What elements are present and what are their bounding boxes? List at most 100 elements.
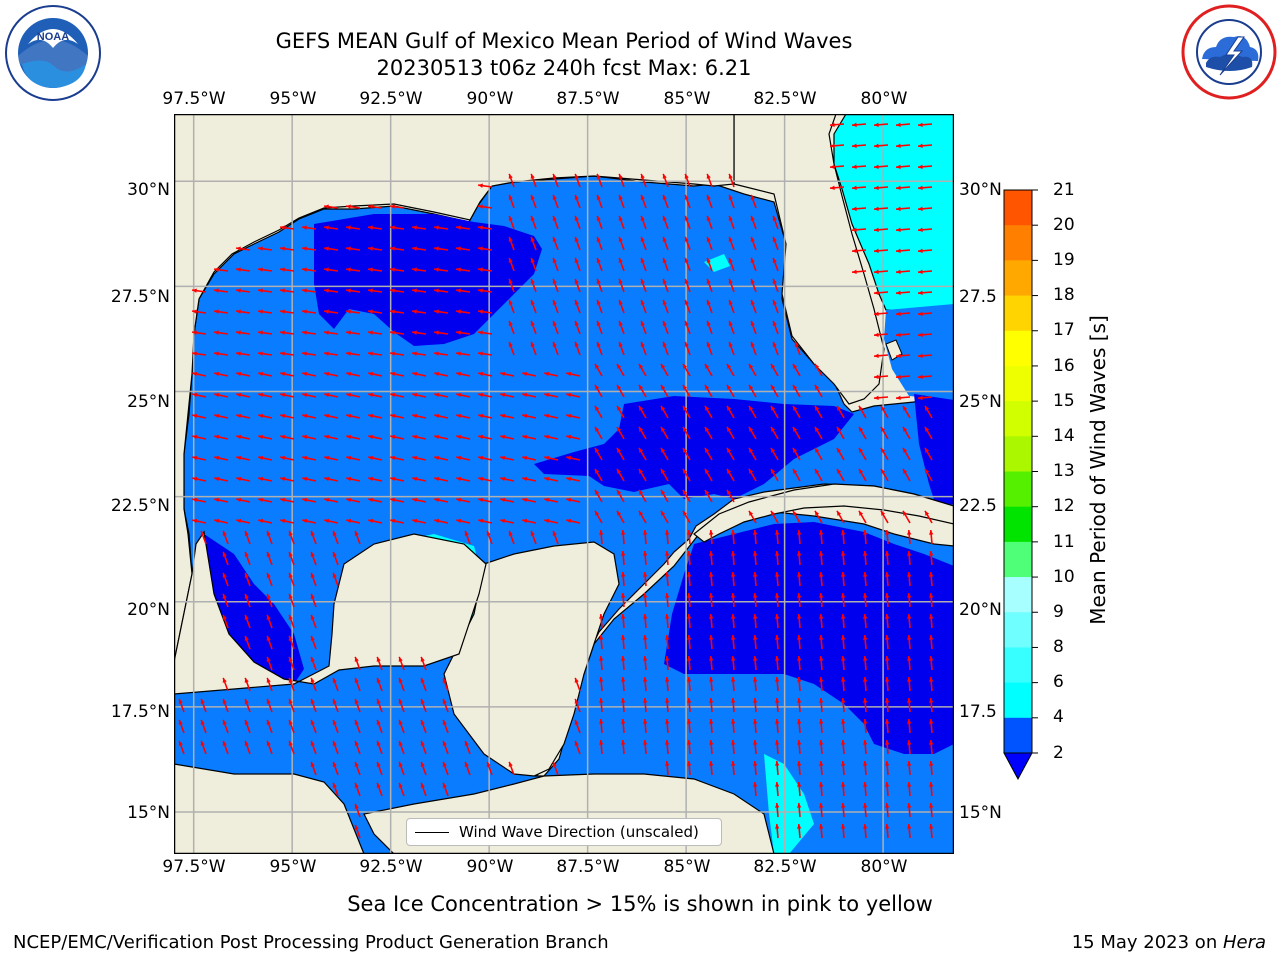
wave-direction-arrow xyxy=(684,320,691,335)
wave-direction-arrow xyxy=(797,529,802,545)
wave-direction-arrow xyxy=(302,518,317,524)
wave-direction-arrow xyxy=(819,613,824,629)
wave-direction-arrow xyxy=(616,363,625,377)
wave-direction-arrow xyxy=(731,571,736,587)
wave-direction-arrow xyxy=(464,740,471,755)
cuba-landmass xyxy=(693,483,954,543)
wave-direction-arrow xyxy=(390,497,405,503)
wave-direction-arrow xyxy=(552,257,559,272)
wave-direction-arrow xyxy=(885,739,890,755)
wave-direction-arrow xyxy=(792,384,801,398)
wave-direction-arrow xyxy=(280,434,295,440)
wave-direction-arrow xyxy=(434,371,449,377)
wave-direction-arrow xyxy=(478,246,493,251)
wave-direction-arrow xyxy=(917,164,933,169)
wave-direction-arrow xyxy=(885,592,890,608)
wave-direction-arrow xyxy=(310,593,317,608)
wave-direction-arrow xyxy=(500,392,515,398)
wave-direction-arrow xyxy=(863,718,868,734)
colorbar xyxy=(1003,189,1038,781)
wave-direction-arrow xyxy=(770,405,779,419)
wave-direction-arrow xyxy=(566,455,581,461)
wave-direction-arrow xyxy=(819,823,824,839)
lon-label-bottom: 90°W xyxy=(466,857,514,877)
wave-direction-arrow xyxy=(797,550,802,566)
wave-direction-arrow xyxy=(728,278,735,293)
wave-direction-arrow xyxy=(456,225,471,230)
wave-direction-arrow xyxy=(552,173,559,188)
wave-direction-arrow xyxy=(302,455,317,461)
wave-direction-arrow xyxy=(552,320,559,335)
wave-direction-arrow xyxy=(574,698,581,713)
wave-direction-arrow xyxy=(478,455,493,461)
wave-direction-arrow xyxy=(530,173,537,188)
wave-direction-arrow xyxy=(478,267,493,272)
wave-direction-arrow xyxy=(885,718,890,734)
wave-direction-arrow xyxy=(687,613,692,629)
wave-direction-arrow xyxy=(895,395,911,400)
wave-direction-arrow xyxy=(324,518,339,524)
wave-direction-arrow xyxy=(895,122,911,127)
wave-direction-arrow xyxy=(687,697,692,713)
wave-direction-arrow xyxy=(753,739,758,755)
wave-direction-arrow xyxy=(390,267,405,272)
wave-direction-arrow xyxy=(478,351,493,356)
wave-direction-arrow xyxy=(478,330,493,335)
wave-direction-arrow xyxy=(222,719,229,734)
wave-direction-arrow xyxy=(544,413,559,419)
lon-label-top: 85°W xyxy=(663,89,711,109)
wave-direction-arrow xyxy=(280,267,295,272)
wave-direction-arrow xyxy=(819,802,824,818)
wave-direction-arrow xyxy=(665,571,670,587)
lat-label-right: 27.5 xyxy=(959,287,997,307)
wave-direction-arrow xyxy=(917,353,933,358)
wave-direction-arrow xyxy=(324,392,339,398)
wave-direction-arrow xyxy=(192,434,207,440)
wave-direction-arrow xyxy=(836,405,845,419)
wave-direction-arrow xyxy=(621,613,626,629)
wave-direction-arrow xyxy=(574,194,581,209)
wave-direction-arrow xyxy=(929,718,934,734)
wave-direction-arrow xyxy=(684,278,691,293)
wave-direction-arrow xyxy=(354,803,361,818)
wave-direction-arrow xyxy=(662,173,669,188)
wave-direction-arrow xyxy=(706,215,713,230)
wave-direction-arrow xyxy=(616,468,625,482)
wave-direction-arrow xyxy=(863,571,868,587)
wave-direction-arrow xyxy=(753,655,758,671)
wave-direction-arrow xyxy=(895,206,911,211)
wave-direction-arrow xyxy=(288,677,295,692)
wave-direction-arrow xyxy=(434,288,449,293)
wave-direction-arrow xyxy=(907,697,912,713)
wave-direction-arrow xyxy=(880,468,889,482)
wave-direction-arrow xyxy=(324,476,339,482)
wave-direction-arrow xyxy=(332,782,339,797)
wave-direction-arrow xyxy=(621,697,626,713)
wave-direction-arrow xyxy=(310,719,317,734)
wave-direction-arrow xyxy=(214,267,229,272)
colorbar-tick: 12 xyxy=(1053,496,1075,516)
wave-direction-arrow xyxy=(544,497,559,503)
wave-direction-arrow xyxy=(302,434,317,440)
wave-direction-arrow xyxy=(621,571,626,587)
wave-direction-arrow xyxy=(324,204,339,209)
wave-direction-arrow xyxy=(596,341,603,356)
wave-direction-arrow xyxy=(621,592,626,608)
wave-direction-arrow xyxy=(797,781,802,797)
wind-wave-arrows xyxy=(178,122,934,839)
wave-direction-arrow xyxy=(618,194,625,209)
wave-direction-arrow xyxy=(829,122,845,127)
lon-label-bottom: 80°W xyxy=(860,857,908,877)
wave-direction-arrow xyxy=(929,760,934,776)
low-period-patch xyxy=(914,394,954,506)
wave-direction-arrow xyxy=(873,353,889,358)
wave-direction-arrow xyxy=(770,447,779,461)
wave-direction-arrow xyxy=(917,332,933,337)
wave-direction-arrow xyxy=(368,351,383,356)
wave-direction-arrow xyxy=(750,299,757,314)
wave-direction-arrow xyxy=(596,194,603,209)
wave-direction-arrow xyxy=(797,571,802,587)
wave-direction-arrow xyxy=(508,320,515,335)
legend-label: Wind Wave Direction (unscaled) xyxy=(459,823,699,841)
wave-direction-arrow xyxy=(478,204,493,209)
